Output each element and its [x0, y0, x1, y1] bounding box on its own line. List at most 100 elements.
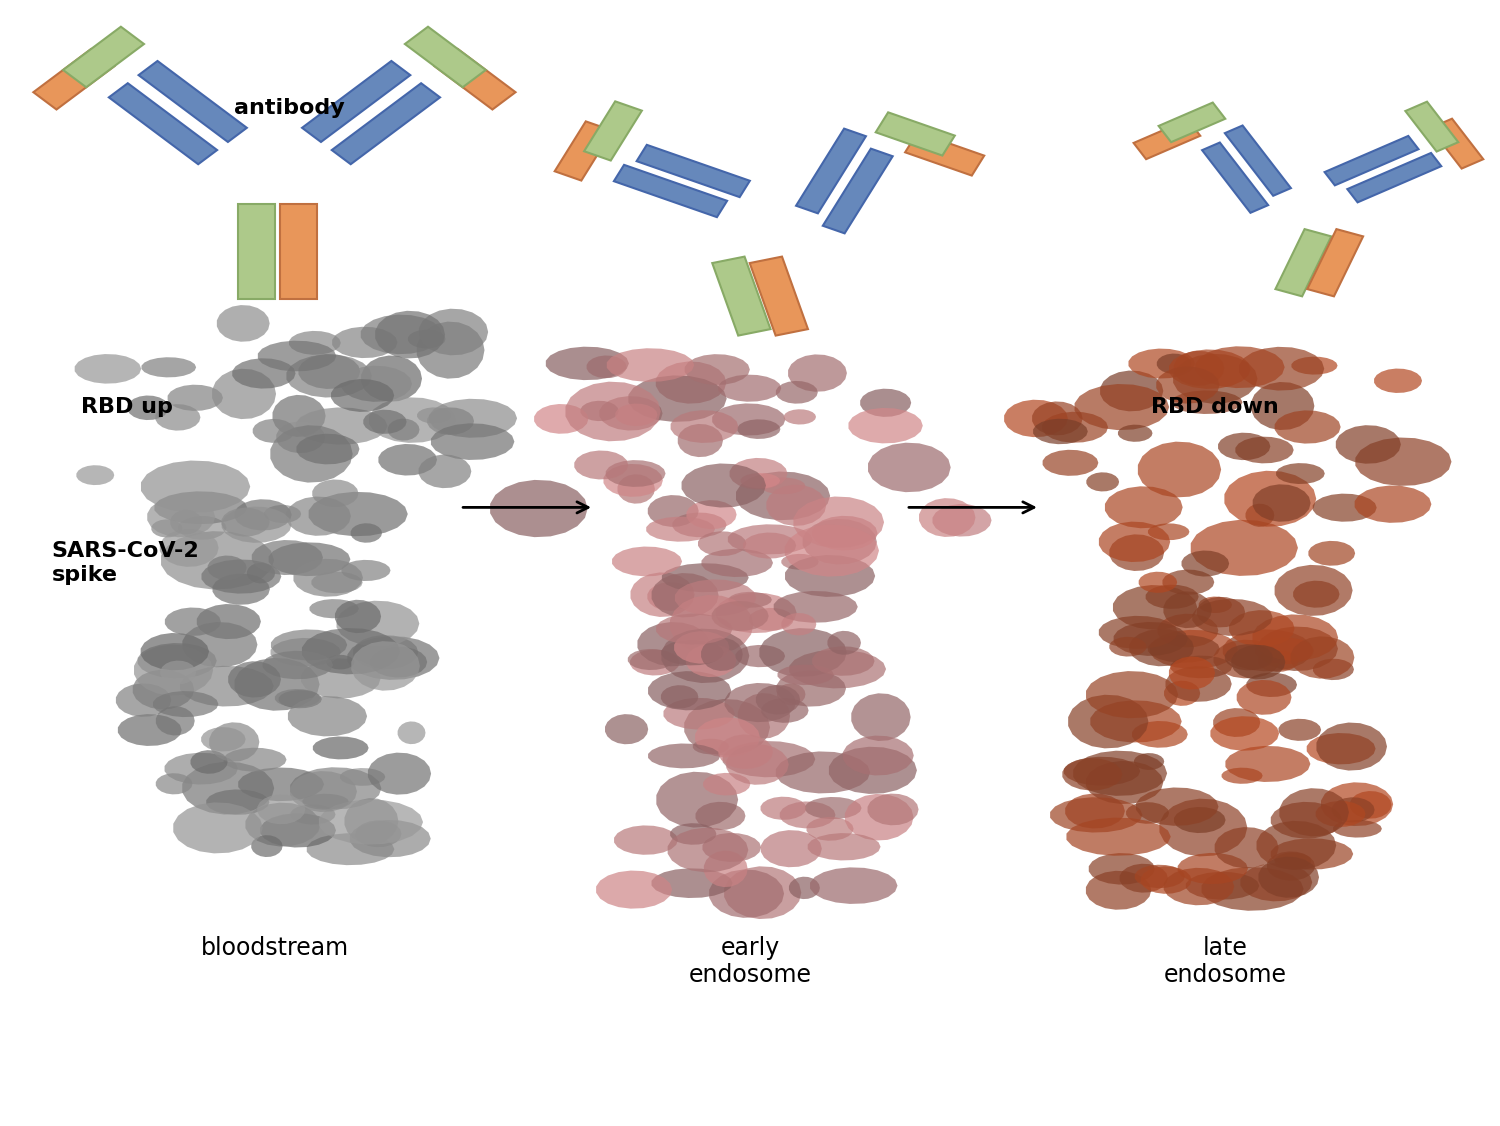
Polygon shape: [612, 546, 682, 577]
Polygon shape: [1086, 671, 1178, 718]
Bar: [1275, 229, 1332, 296]
Polygon shape: [1245, 503, 1275, 527]
Polygon shape: [1202, 867, 1304, 911]
Polygon shape: [696, 802, 746, 830]
Polygon shape: [368, 752, 430, 795]
Polygon shape: [1257, 821, 1336, 870]
Polygon shape: [738, 419, 780, 439]
Polygon shape: [651, 868, 732, 899]
Polygon shape: [806, 797, 861, 819]
Polygon shape: [246, 803, 321, 847]
Polygon shape: [723, 741, 816, 777]
Polygon shape: [378, 444, 436, 475]
Polygon shape: [398, 722, 426, 744]
Polygon shape: [741, 473, 780, 489]
Polygon shape: [134, 644, 213, 696]
Polygon shape: [759, 628, 847, 677]
Polygon shape: [1214, 640, 1281, 678]
Bar: [302, 61, 411, 142]
Text: early
endosome: early endosome: [688, 936, 812, 988]
Polygon shape: [419, 455, 471, 489]
Polygon shape: [546, 347, 628, 381]
Polygon shape: [1215, 828, 1278, 868]
Polygon shape: [1100, 370, 1164, 411]
Polygon shape: [1278, 718, 1322, 741]
Polygon shape: [1192, 599, 1272, 636]
Polygon shape: [334, 600, 381, 633]
Polygon shape: [429, 399, 518, 438]
Polygon shape: [207, 789, 270, 815]
Polygon shape: [728, 525, 813, 554]
Polygon shape: [1113, 586, 1197, 629]
Polygon shape: [272, 629, 346, 661]
Polygon shape: [1252, 484, 1311, 521]
Polygon shape: [160, 529, 219, 566]
Polygon shape: [933, 504, 992, 537]
Polygon shape: [789, 877, 820, 899]
Polygon shape: [776, 751, 870, 794]
Polygon shape: [780, 802, 836, 829]
Polygon shape: [766, 484, 826, 526]
Polygon shape: [1164, 681, 1200, 706]
Polygon shape: [574, 450, 628, 480]
Polygon shape: [1317, 723, 1388, 770]
Polygon shape: [1308, 540, 1354, 565]
Polygon shape: [724, 866, 801, 919]
Polygon shape: [608, 348, 694, 382]
Polygon shape: [427, 408, 474, 435]
Polygon shape: [663, 698, 735, 730]
Polygon shape: [662, 628, 750, 683]
Polygon shape: [849, 408, 922, 444]
Polygon shape: [156, 706, 195, 735]
Polygon shape: [920, 498, 975, 537]
Bar: [1158, 102, 1226, 142]
Bar: [750, 257, 808, 336]
Polygon shape: [1090, 700, 1182, 742]
Polygon shape: [1275, 410, 1341, 444]
Polygon shape: [232, 358, 296, 388]
Polygon shape: [252, 835, 282, 857]
Polygon shape: [868, 443, 951, 492]
Polygon shape: [867, 794, 918, 825]
Polygon shape: [174, 803, 262, 854]
Text: RBD down: RBD down: [1152, 397, 1280, 418]
Polygon shape: [777, 664, 834, 685]
Polygon shape: [160, 531, 274, 590]
Bar: [138, 61, 248, 142]
Polygon shape: [352, 635, 419, 669]
Polygon shape: [674, 632, 729, 663]
Polygon shape: [1270, 802, 1342, 839]
Text: SARS-CoV-2
spike: SARS-CoV-2 spike: [51, 542, 200, 584]
Polygon shape: [724, 683, 796, 722]
Polygon shape: [345, 798, 399, 844]
Polygon shape: [288, 696, 368, 736]
Polygon shape: [718, 734, 772, 769]
Polygon shape: [1168, 349, 1251, 388]
Polygon shape: [807, 817, 853, 841]
Polygon shape: [350, 820, 430, 857]
Bar: [555, 122, 612, 180]
Polygon shape: [586, 356, 627, 378]
Polygon shape: [1072, 751, 1167, 796]
Polygon shape: [417, 322, 484, 378]
Polygon shape: [630, 650, 680, 676]
Polygon shape: [134, 670, 194, 709]
Polygon shape: [566, 382, 660, 441]
Polygon shape: [693, 739, 729, 754]
Polygon shape: [128, 395, 170, 420]
Polygon shape: [1258, 857, 1318, 897]
Polygon shape: [356, 821, 402, 847]
Polygon shape: [656, 614, 732, 644]
Polygon shape: [248, 563, 274, 583]
Polygon shape: [774, 591, 858, 623]
Bar: [1308, 229, 1364, 296]
Polygon shape: [702, 833, 760, 863]
Polygon shape: [222, 507, 291, 543]
Polygon shape: [1312, 493, 1377, 521]
Polygon shape: [630, 572, 694, 617]
Polygon shape: [756, 685, 800, 715]
Bar: [405, 27, 486, 88]
Polygon shape: [201, 727, 246, 751]
Polygon shape: [309, 599, 358, 618]
Polygon shape: [228, 661, 280, 697]
